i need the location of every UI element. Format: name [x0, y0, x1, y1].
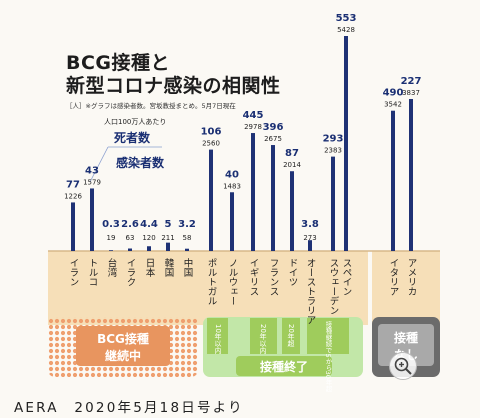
death-label: 0.3: [102, 219, 120, 230]
country-label: イタリア: [388, 258, 400, 296]
zoom-in-icon: [394, 357, 412, 375]
country-label: 中国: [182, 257, 194, 278]
infection-label: 5428: [337, 26, 355, 34]
continuing-group-label-2: 継続中: [105, 348, 141, 363]
germany-sub-bg: [282, 318, 300, 354]
country-label: 日本: [144, 258, 156, 278]
country-label: イギリス: [248, 258, 260, 296]
continuing-group-label-bg: [76, 326, 170, 366]
bar-infections: [128, 248, 132, 251]
country-label: ドイツ: [287, 258, 299, 287]
bar-infections: [109, 250, 113, 251]
country-label: スウェーデン: [328, 258, 340, 315]
norway-sub-bg: [207, 318, 228, 354]
legend-deaths: 死者数: [114, 131, 151, 145]
country-label: スペイン: [341, 258, 353, 296]
infection-label: 2978: [244, 123, 262, 131]
death-label: 5: [165, 219, 172, 230]
infection-label: 63: [126, 234, 135, 242]
death-label: 87: [285, 148, 299, 159]
bar-infections: [251, 133, 255, 251]
country-band: [48, 251, 368, 325]
infection-label: 19: [107, 234, 116, 242]
source-caption: AERA 2020年5月18日号より: [14, 400, 244, 416]
infection-label: 2014: [283, 161, 301, 169]
infection-label: 1483: [223, 182, 241, 190]
legend-infections: 感染者数: [116, 156, 165, 170]
bar-infections: [290, 171, 294, 251]
death-label: 3.2: [178, 219, 196, 230]
infection-label: 58: [183, 234, 192, 242]
sweden-sub-label: 接種継続で5から30年超: [324, 320, 332, 393]
bar-infections: [209, 149, 213, 251]
death-label: 490: [383, 88, 404, 99]
chart-title: BCG接種と 新型コロナ感染の相関性: [66, 52, 281, 98]
country-label: フランス: [268, 258, 279, 296]
ended-group-label: 接種終了: [260, 359, 308, 374]
bar-infections: [409, 99, 413, 251]
bar-infections: [344, 36, 348, 251]
country-label: イラク: [125, 258, 137, 287]
none-group-label-1: 接種: [394, 330, 418, 345]
legend-connector: [89, 146, 109, 183]
italy-france-sub-bg: [250, 318, 277, 354]
zoom-button[interactable]: [389, 352, 417, 380]
bar-infections: [185, 248, 189, 251]
infection-label: 1579: [83, 178, 101, 186]
sweden-sub-bg: [307, 318, 349, 354]
death-label: 106: [201, 127, 222, 138]
chart-title-line1: BCG接種と: [66, 52, 171, 74]
infection-label: 3542: [384, 101, 402, 109]
infection-label: 273: [303, 234, 316, 242]
norway-sub-label: 10年以内: [214, 324, 222, 355]
country-label: イラン: [68, 258, 80, 287]
italy-france-sub-label: 20年以内: [259, 324, 267, 355]
bar-infections: [147, 246, 151, 251]
country-label: オーストラリア: [305, 258, 317, 325]
country-band-none: [372, 251, 440, 325]
infection-label: 211: [161, 234, 174, 242]
legend-per-population: 人口100万人あたり: [104, 118, 167, 126]
death-label: 77: [66, 179, 80, 190]
country-label: アメリカ: [406, 258, 417, 296]
bar-infections: [90, 188, 94, 251]
ended-group-label-bg: [236, 356, 332, 376]
country-label: 韓国: [163, 258, 175, 278]
chart-title-line2: 新型コロナ感染の相関性: [66, 75, 281, 97]
country-label: 台湾: [106, 257, 118, 278]
death-label: 227: [401, 76, 422, 87]
death-label: 2.6: [121, 219, 139, 230]
bar-infections: [308, 240, 312, 251]
bar-infections: [331, 156, 335, 251]
infection-label: 3837: [402, 89, 420, 97]
death-label: 4.4: [140, 219, 158, 230]
country-label: ポルトガル: [206, 258, 218, 306]
bar-infections: [71, 202, 75, 251]
death-label: 553: [336, 13, 357, 24]
infection-label: 2675: [264, 135, 282, 143]
death-label: 396: [263, 122, 284, 133]
country-label: ノルウェー: [227, 258, 239, 306]
death-label: 40: [225, 169, 239, 180]
bar-infections: [230, 192, 234, 251]
death-label: 43: [85, 165, 99, 176]
infection-label: 2560: [202, 140, 220, 148]
death-label: 445: [243, 110, 264, 121]
country-label: トルコ: [87, 258, 99, 287]
infection-label: 2383: [324, 147, 342, 155]
death-label: 293: [323, 134, 344, 145]
death-label: 3.8: [301, 219, 319, 230]
continuing-group-label-1: BCG接種: [97, 331, 149, 346]
chart-note: ［人］※グラフは感染者数。宮坂教授まとめ。5月7日現在: [66, 102, 236, 110]
bar-infections: [271, 145, 275, 251]
germany-sub-label: 20年超: [287, 324, 295, 348]
bar-infections: [166, 242, 170, 251]
infection-label: 120: [142, 234, 155, 242]
infection-label: 1226: [64, 192, 82, 200]
bar-infections: [391, 110, 395, 251]
